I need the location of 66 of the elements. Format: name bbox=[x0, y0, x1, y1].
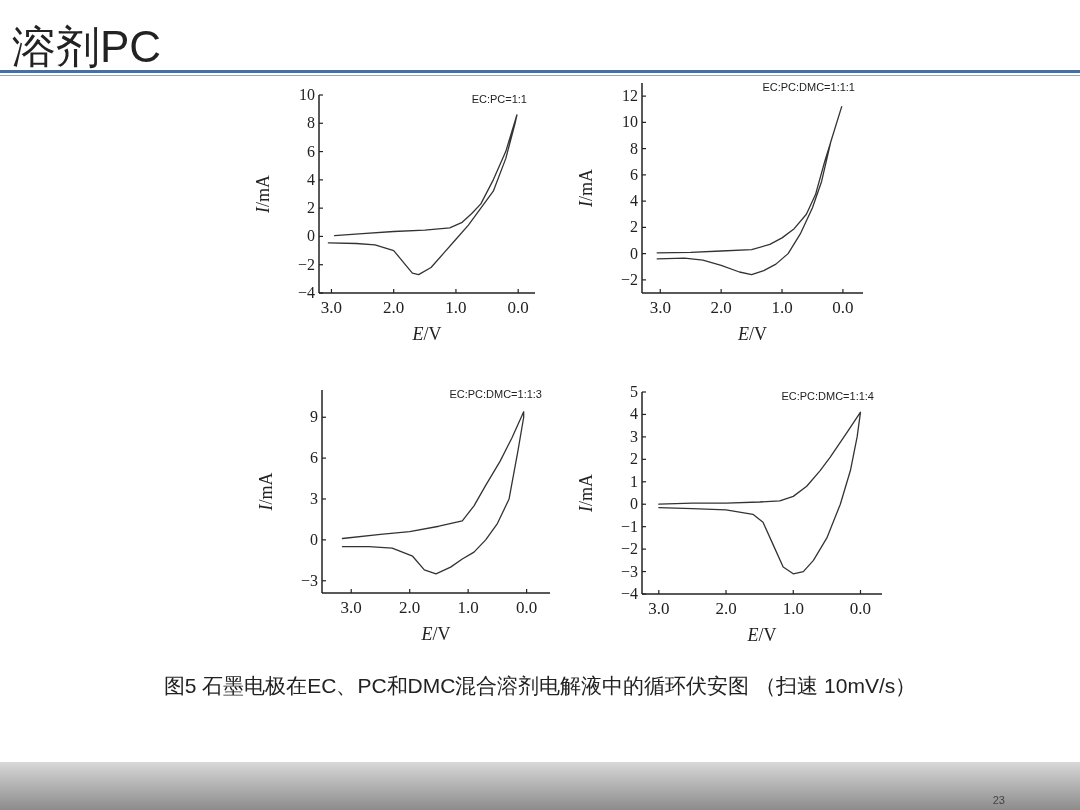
y-tick-label: 10 bbox=[299, 86, 315, 103]
y-tick-label: 3 bbox=[630, 427, 638, 445]
x-tick-label: 0.0 bbox=[849, 599, 872, 618]
y-tick-label: 2 bbox=[630, 450, 638, 468]
y-axis-title: I/mA bbox=[576, 168, 596, 209]
x-tick-label: 3.0 bbox=[340, 598, 362, 617]
x-tick-label: 1.0 bbox=[445, 298, 467, 317]
x-tick-label: 3.0 bbox=[320, 298, 343, 317]
y-tick-label: 0 bbox=[630, 495, 638, 513]
y-axis-title: I/mA bbox=[256, 472, 276, 512]
y-tick-label: −4 bbox=[297, 284, 315, 301]
y-tick-label: −3 bbox=[620, 562, 638, 580]
y-tick-label: 4 bbox=[630, 192, 638, 210]
caption: 图5 石墨电极在EC、PC和DMC混合溶剂电解液中的循环伏安图 （扫速 10mV/s） bbox=[163, 674, 917, 697]
y-tick-label: 0 bbox=[307, 227, 315, 245]
line-series bbox=[327, 114, 518, 276]
y-tick-label: −2 bbox=[297, 255, 315, 273]
text: 23 bbox=[992, 794, 1005, 806]
x-axis-title: E/V bbox=[737, 324, 767, 344]
x-tick-label: 2.0 bbox=[399, 598, 421, 617]
x-tick-label: 0.0 bbox=[832, 298, 854, 317]
y-tick-label: −3 bbox=[300, 571, 318, 589]
y-tick-label: −2 bbox=[620, 540, 638, 558]
x-axis-title: E/V bbox=[420, 624, 451, 644]
y-tick-label: 2 bbox=[630, 218, 638, 236]
y-tick-label: 0 bbox=[630, 244, 638, 262]
y-axis-title: I/mA bbox=[253, 174, 273, 215]
x-tick-label: 3.0 bbox=[648, 599, 670, 618]
chart-title: 溶剂PC bbox=[12, 22, 162, 71]
x-tick-label: 2.0 bbox=[715, 599, 737, 618]
x-axis-title: E/V bbox=[411, 324, 442, 344]
annotation: EC:PC:DMC=1:1:4 bbox=[781, 390, 874, 402]
y-tick-label: 12 bbox=[622, 87, 638, 105]
x-tick-label: 3.0 bbox=[649, 298, 671, 317]
y-tick-label: −1 bbox=[620, 517, 638, 535]
y-tick-label: 6 bbox=[310, 449, 318, 467]
y-tick-label: 4 bbox=[307, 170, 315, 188]
y-tick-label: 9 bbox=[310, 408, 318, 426]
y-tick-label: −2 bbox=[620, 270, 638, 288]
x-tick-label: 0.0 bbox=[515, 598, 538, 617]
annotation: EC:PC:DMC=1:1:3 bbox=[449, 388, 542, 400]
y-tick-label: 8 bbox=[630, 139, 638, 157]
y-tick-label: 3 bbox=[310, 489, 318, 507]
y-axis-title: I/mA bbox=[576, 473, 596, 514]
annotation: EC:PC:DMC=1:1:1 bbox=[762, 81, 855, 93]
x-tick-label: 2.0 bbox=[383, 298, 405, 317]
y-tick-label: 6 bbox=[307, 142, 315, 160]
y-tick-label: 0 bbox=[310, 530, 318, 548]
y-tick-label: 1 bbox=[630, 472, 638, 490]
x-tick-label: 1.0 bbox=[457, 598, 479, 617]
y-tick-label: −4 bbox=[620, 585, 638, 602]
y-tick-label: 5 bbox=[630, 383, 638, 400]
y-tick-label: 10 bbox=[622, 113, 638, 131]
x-tick-label: 1.0 bbox=[782, 599, 804, 618]
line-series bbox=[658, 411, 862, 575]
x-tick-label: 2.0 bbox=[710, 298, 732, 317]
y-tick-label: 4 bbox=[630, 405, 638, 423]
x-tick-label: 0.0 bbox=[507, 298, 529, 317]
line-series bbox=[341, 411, 525, 575]
x-tick-label: 1.0 bbox=[771, 298, 793, 317]
annotation: EC:PC=1:1 bbox=[471, 93, 527, 105]
y-tick-label: 8 bbox=[307, 114, 315, 132]
y-tick-label: 6 bbox=[630, 165, 638, 183]
line-series bbox=[656, 105, 843, 276]
y-tick-label: 2 bbox=[307, 199, 315, 217]
x-axis-title: E/V bbox=[746, 625, 777, 645]
